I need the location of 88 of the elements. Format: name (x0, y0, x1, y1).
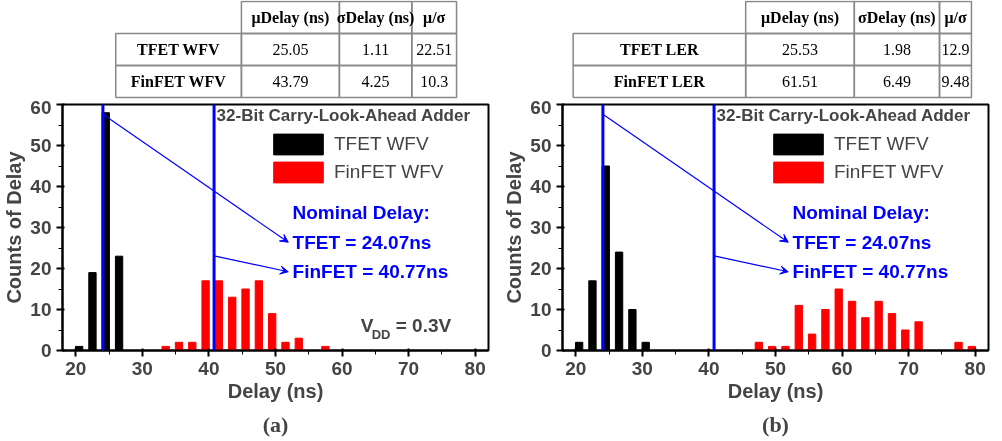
data-label: 1.98 (882, 41, 911, 58)
x-tick-label: 40 (698, 357, 720, 379)
x-tick-label: 20 (565, 357, 587, 379)
bar (954, 341, 963, 351)
y-tick-label: 20 (530, 258, 552, 279)
data-label: 9.48 (941, 73, 970, 90)
bar (294, 337, 303, 351)
data-label: 6.49 (882, 73, 911, 90)
y-tick-label: 0 (40, 340, 52, 361)
y-tick-label: TFET LER (620, 41, 699, 58)
text: (b) (762, 411, 789, 437)
bar (874, 300, 883, 351)
bar (241, 288, 250, 351)
x-tick-label: μDelay (ns) (761, 9, 839, 27)
y-tick-label: 30 (30, 217, 52, 238)
bar (794, 304, 803, 351)
bar (754, 341, 764, 351)
ref-line-label: FinFET = 40.77ns (292, 261, 449, 283)
ref-line-label: TFET = 24.07ns (792, 231, 932, 253)
data-label: 22.51 (416, 41, 453, 58)
bar (834, 288, 843, 351)
bar (887, 313, 897, 351)
y-tick-label: 20 (30, 258, 52, 279)
x-tick-label: 80 (464, 357, 486, 379)
y-tick-label: 40 (530, 176, 552, 197)
y-tick-label: 50 (30, 135, 52, 156)
bar (781, 345, 790, 351)
bar (914, 321, 923, 351)
x-tick-label: μDelay (ns) (251, 9, 330, 27)
annotation: Nominal Delay: (792, 202, 930, 224)
bar (188, 341, 197, 351)
bar (254, 280, 264, 351)
bar (321, 345, 330, 351)
bar (807, 333, 817, 351)
x-tick-label: 70 (398, 357, 420, 379)
data-label: 25.53 (781, 41, 818, 58)
y-tick-label: 40 (30, 176, 52, 197)
x-tick-label: 60 (831, 357, 853, 379)
data-label: 10.3 (420, 73, 449, 90)
legend-label: FinFET WFV (834, 161, 944, 183)
y-axis-title: Counts of Delay (503, 150, 526, 304)
chart-title: 32-Bit Carry-Look-Ahead Adder (716, 106, 971, 126)
y-tick-label: 60 (530, 96, 552, 118)
data-label: 1.11 (361, 41, 390, 58)
bar (174, 341, 184, 351)
data-label: 43.79 (272, 73, 309, 90)
data-label: 61.51 (781, 73, 818, 90)
legend-label: TFET WFV (834, 133, 929, 155)
x-tick-label: 80 (964, 357, 986, 379)
y-tick-label: 0 (540, 340, 552, 361)
bar (268, 313, 277, 351)
y-tick-label: 50 (530, 135, 552, 156)
x-tick-label: 20 (65, 357, 87, 379)
x-tick-label: σDelay (ns) (858, 9, 936, 27)
bar (861, 317, 870, 351)
ref-line-label: FinFET = 40.77ns (792, 261, 949, 283)
y-tick-label: 30 (530, 217, 552, 238)
x-tick-label: 50 (264, 357, 287, 379)
x-tick-label: 50 (764, 357, 787, 379)
legend-label: FinFET WFV (334, 161, 444, 183)
ref-line-label: TFET = 24.07ns (292, 231, 432, 253)
bar (228, 296, 237, 351)
annotation: Nominal Delay: (292, 202, 430, 224)
x-axis-title: Delay (ns) (227, 379, 324, 402)
x-tick-label: 70 (898, 357, 920, 379)
data-label: 25.05 (272, 41, 309, 58)
bar (161, 345, 170, 351)
x-tick-label: 60 (331, 357, 353, 379)
y-axis-title: Counts of Delay (3, 150, 26, 304)
x-tick-label: σDelay (ns) (336, 9, 415, 27)
bar (821, 309, 830, 351)
data-label: 12.9 (941, 41, 970, 58)
y-tick-label: 10 (530, 299, 552, 320)
x-tick-label: μ/σ (944, 9, 967, 27)
chart-title: 32-Bit Carry-Look-Ahead Adder (216, 106, 471, 126)
text: (a) (262, 411, 289, 437)
bar (847, 300, 857, 351)
y-tick-label: 60 (30, 96, 52, 118)
data-label: 4.25 (361, 73, 390, 90)
x-tick-label: μ/σ (423, 9, 446, 27)
bar (201, 280, 210, 351)
x-axis-title: Delay (ns) (727, 379, 824, 402)
legend-label: TFET WFV (334, 133, 429, 155)
x-tick-label: 30 (631, 357, 653, 379)
y-tick-label: FinFET LER (613, 73, 706, 90)
y-tick-label: 10 (30, 299, 52, 320)
bar (281, 341, 290, 351)
bar (901, 329, 910, 351)
